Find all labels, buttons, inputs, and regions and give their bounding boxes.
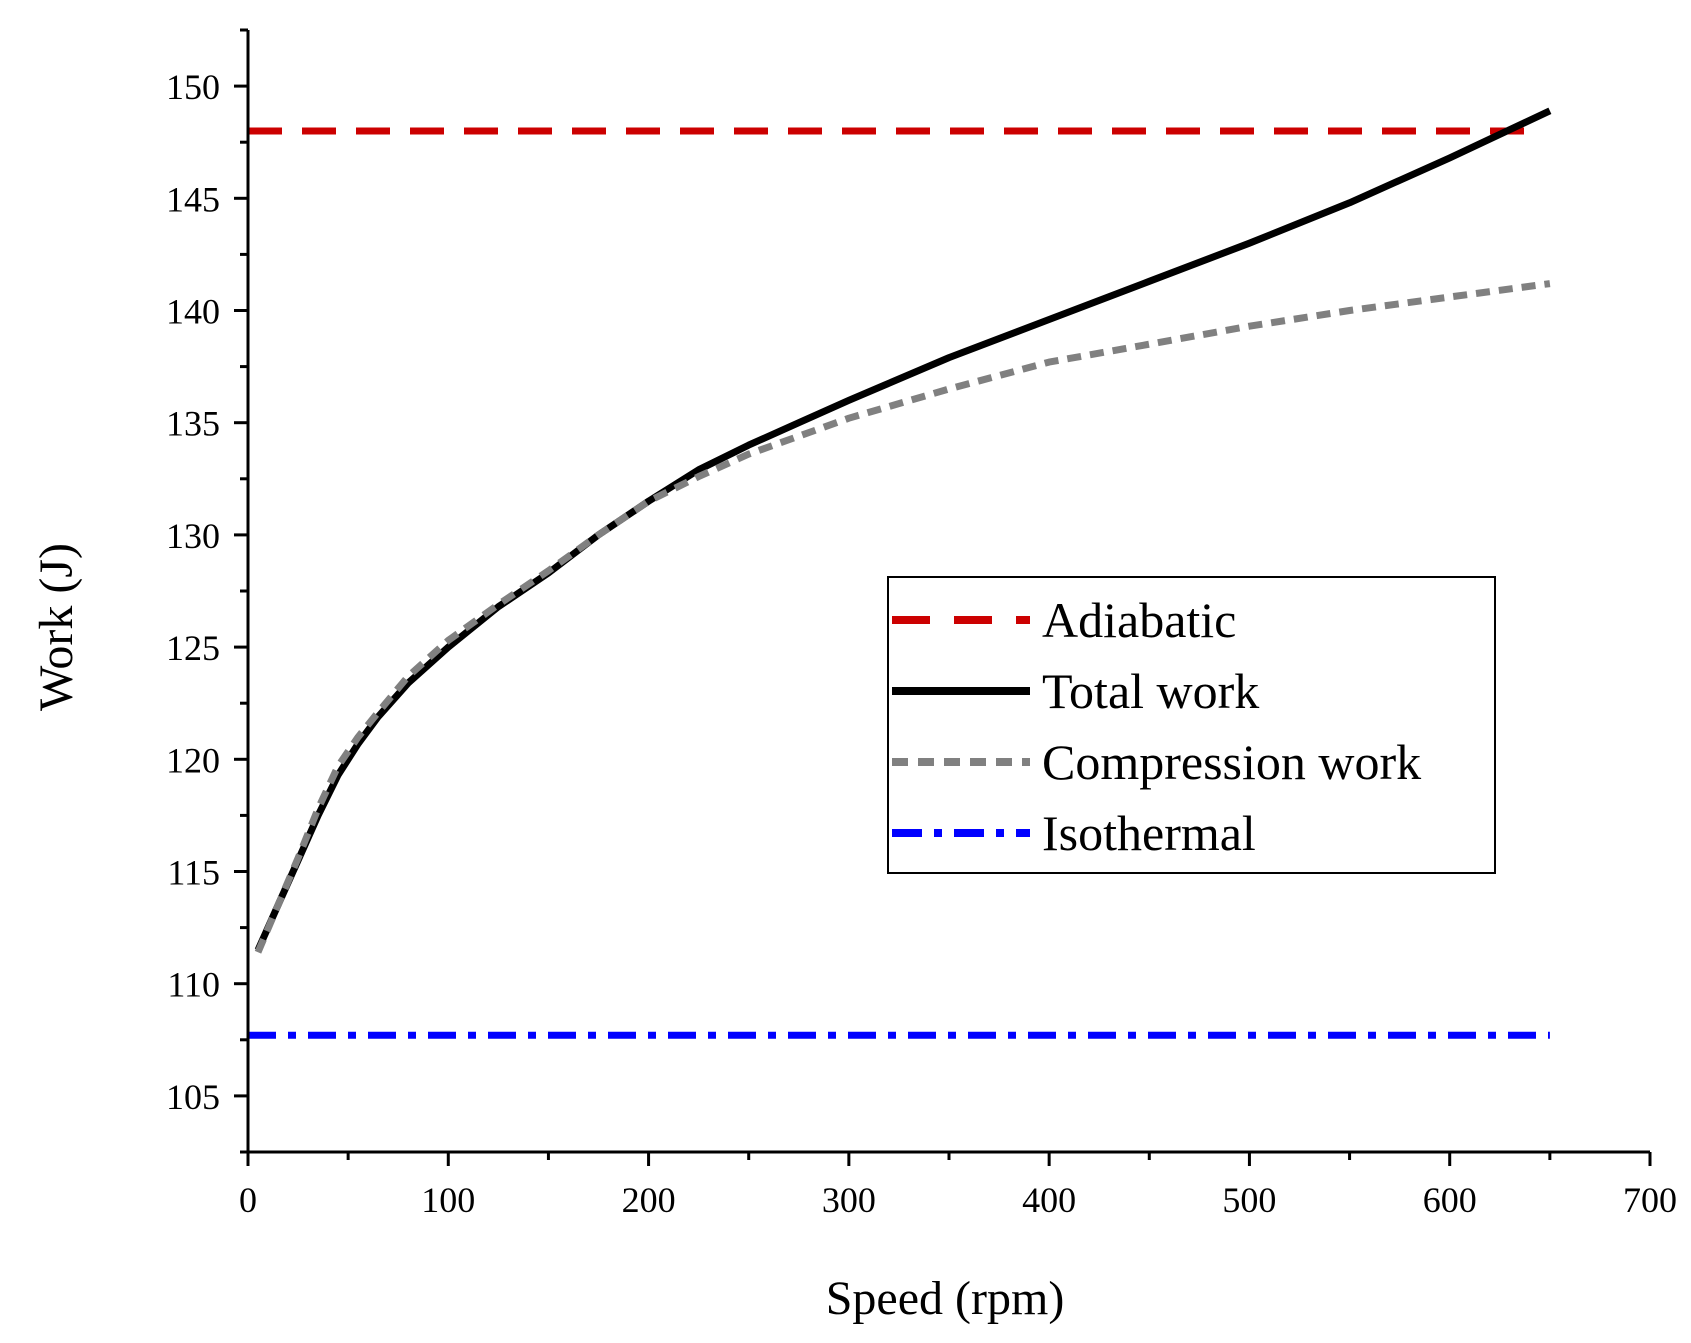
x-tick-label: 300 (822, 1180, 876, 1220)
y-tick-label: 120 (166, 740, 220, 780)
legend: Adiabatic Total work Compression work Isoth… (887, 576, 1496, 874)
x-tick-label: 600 (1423, 1180, 1477, 1220)
x-tick-label: 0 (239, 1180, 257, 1220)
y-axis-ticks: 105 110 115 120 125 130 135 140 145 150 (166, 28, 248, 1154)
x-axis-ticks: 0 100 200 300 400 500 600 700 (239, 1152, 1677, 1220)
x-tick-label: 100 (421, 1180, 475, 1220)
x-tick-label: 200 (622, 1180, 676, 1220)
y-tick-label: 110 (167, 965, 220, 1005)
y-tick-label: 150 (166, 67, 220, 107)
y-tick-label: 125 (166, 628, 220, 668)
y-tick-label: 115 (167, 853, 220, 893)
x-axis-title: Speed (rpm) (826, 1272, 1065, 1325)
x-tick-label: 700 (1623, 1180, 1677, 1220)
y-tick-label: 105 (166, 1077, 220, 1117)
y-tick-label: 145 (166, 179, 220, 219)
series-layer (248, 107, 1552, 1039)
y-tick-label: 130 (166, 516, 220, 556)
legend-label-compression-work: Compression work (1042, 734, 1421, 790)
series-line-compression-work (254, 280, 1551, 954)
legend-label-adiabatic: Adiabatic (1042, 592, 1236, 648)
x-tick-label: 500 (1222, 1180, 1276, 1220)
legend-box (887, 576, 1496, 874)
legend-label-isothermal: Isothermal (1042, 805, 1256, 861)
x-tick-label: 400 (1022, 1180, 1076, 1220)
legend-label-total-work: Total work (1042, 663, 1259, 719)
y-tick-label: 140 (166, 292, 220, 332)
y-tick-label: 135 (166, 404, 220, 444)
y-axis-title: Work (J) (30, 543, 83, 711)
